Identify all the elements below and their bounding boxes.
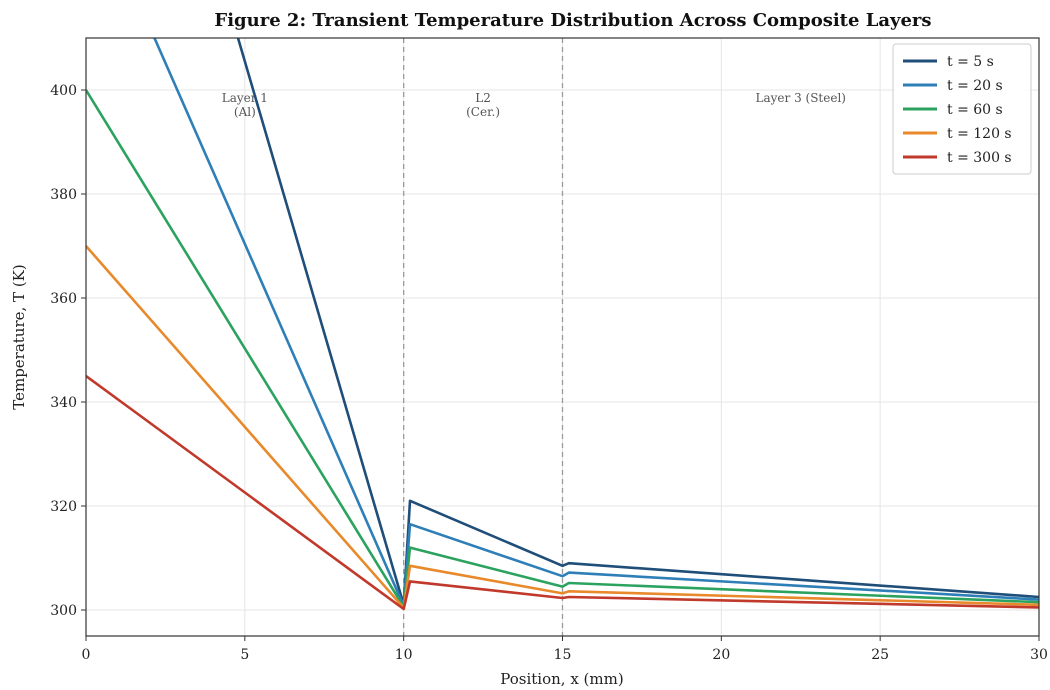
x-tick-label: 30	[1030, 647, 1048, 663]
y-tick-label: 340	[50, 395, 77, 411]
x-tick-label: 25	[871, 647, 889, 663]
y-axis-ticks: 300 320 340 360 380 400	[50, 83, 86, 619]
data-series	[86, 38, 1039, 611]
legend-label: t = 60 s	[947, 102, 1003, 118]
x-tick-label: 5	[240, 647, 249, 663]
x-tick-label: 0	[82, 647, 91, 663]
x-tick-label: 10	[395, 647, 413, 663]
region-label-sub: (Al)	[234, 105, 256, 119]
legend-label: t = 20 s	[947, 78, 1003, 94]
series-line	[86, 245, 1039, 610]
series-line	[86, 374, 1039, 611]
region-label: Layer 1	[222, 91, 268, 105]
series-line	[86, 89, 1039, 609]
x-axis-label: Position, x (mm)	[500, 670, 623, 688]
y-tick-label: 300	[50, 603, 77, 619]
y-tick-label: 320	[50, 499, 77, 515]
legend-label: t = 120 s	[947, 126, 1012, 142]
y-axis-label: Temperature, T (K)	[10, 264, 28, 410]
legend-label: t = 5 s	[947, 54, 994, 70]
legend: t = 5 s t = 20 s t = 60 s t = 120 s t = 300 …	[892, 43, 1032, 175]
layer-boundaries	[403, 38, 564, 636]
region-labels: Layer 1(Al) L2(Cer.) Layer 3 (Steel)	[222, 91, 846, 119]
region-label-sub: (Cer.)	[466, 105, 500, 119]
legend-box	[892, 43, 1032, 175]
region-label: L2	[475, 91, 491, 105]
region-label: Layer 3 (Steel)	[756, 91, 846, 105]
chart-title: Figure 2: Transient Temperature Distribu…	[214, 10, 931, 31]
series-line	[236, 38, 1039, 607]
x-tick-label: 20	[712, 647, 730, 663]
legend-label: t = 300 s	[947, 150, 1012, 166]
x-tick-label: 15	[554, 647, 572, 663]
y-tick-label: 360	[50, 291, 77, 307]
x-axis-ticks: 0 5 10 15 20 25 30	[82, 636, 1048, 663]
series-line	[153, 38, 1039, 608]
y-tick-label: 400	[50, 83, 77, 99]
y-tick-label: 380	[50, 187, 77, 203]
